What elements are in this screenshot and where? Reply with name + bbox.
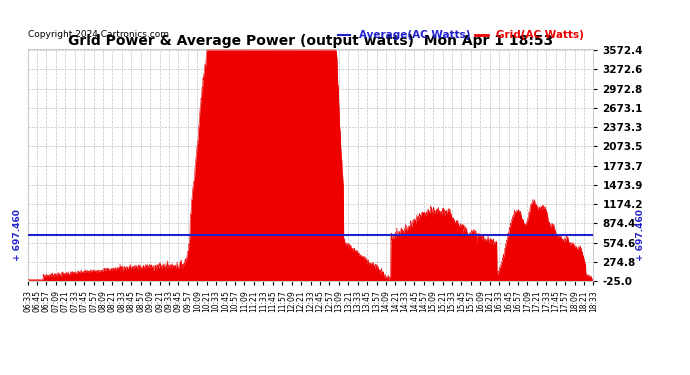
Title: Grid Power & Average Power (output watts)  Mon Apr 1 18:53: Grid Power & Average Power (output watts… (68, 34, 553, 48)
Text: + 697.460: + 697.460 (635, 209, 645, 261)
Legend: Average(AC Watts), Grid(AC Watts): Average(AC Watts), Grid(AC Watts) (333, 26, 588, 44)
Text: + 697.460: + 697.460 (13, 209, 22, 261)
Text: Copyright 2024 Cartronics.com: Copyright 2024 Cartronics.com (28, 30, 168, 39)
